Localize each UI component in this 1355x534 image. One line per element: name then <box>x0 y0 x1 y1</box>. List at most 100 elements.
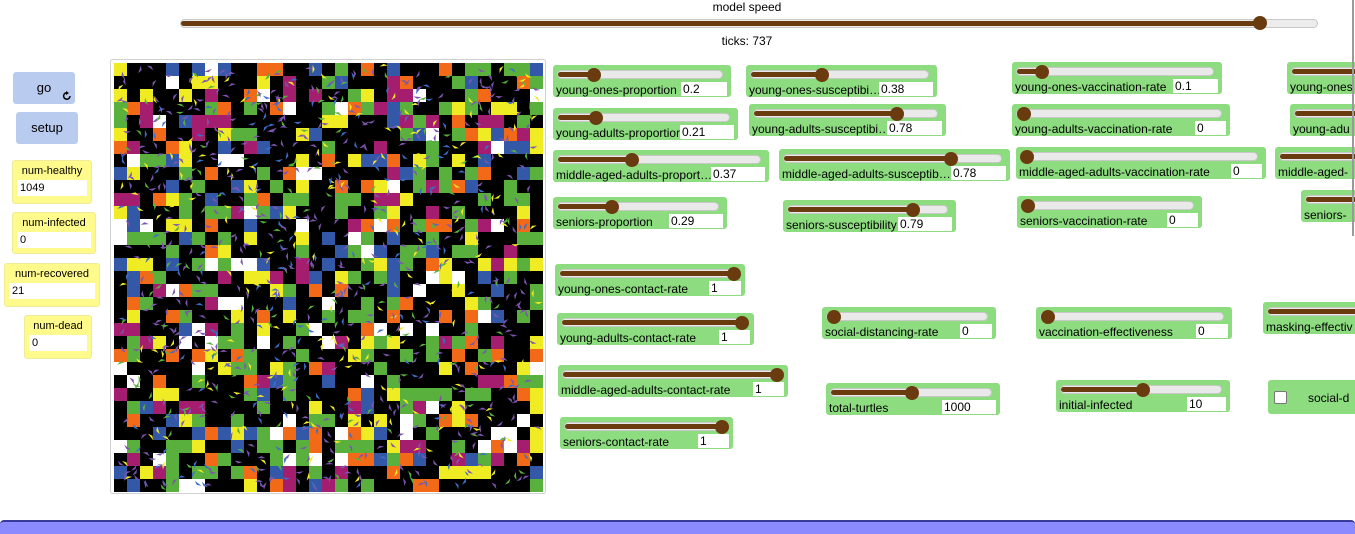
patch <box>348 154 361 167</box>
slider[interactable]: total-turtles 1000 <box>826 383 1000 415</box>
turtle <box>124 476 133 480</box>
slider-track[interactable] <box>826 312 988 321</box>
slider-track[interactable] <box>1040 312 1224 321</box>
slider[interactable]: young-adults-contact-rate 1 <box>557 313 754 345</box>
turtle <box>424 301 432 306</box>
slider[interactable]: social-distancing-rate 0 <box>822 307 996 339</box>
slider-track[interactable] <box>557 155 761 164</box>
slider-knob[interactable] <box>890 107 904 121</box>
slider-knob[interactable] <box>1041 310 1055 324</box>
slider-knob[interactable] <box>605 200 619 214</box>
slider-value: 1 <box>709 281 741 295</box>
slider-knob[interactable] <box>625 153 639 167</box>
patch <box>114 466 127 479</box>
turtle <box>506 101 515 105</box>
slider[interactable]: young-ones-vaccination-rate 0.1 <box>1012 62 1222 94</box>
patch <box>478 115 491 128</box>
slider[interactable]: middle-aged-adults-contact-rate 1 <box>558 365 788 397</box>
slider[interactable]: seniors-vaccination-rate 0 <box>1017 196 1202 228</box>
slider-track[interactable] <box>1020 152 1258 161</box>
slider[interactable]: young-ones-contact-rate 1 <box>555 264 745 296</box>
turtle <box>338 173 341 182</box>
slider[interactable]: seniors-contact-rate 1 <box>560 417 733 449</box>
patch <box>465 414 478 427</box>
slider-knob[interactable] <box>827 310 841 324</box>
turtle <box>198 414 207 418</box>
patch <box>400 128 413 141</box>
slider[interactable]: young-adults-proportion 0.21 <box>553 108 738 140</box>
turtle <box>413 96 422 99</box>
slider-knob[interactable] <box>1017 107 1031 121</box>
slider[interactable]: seniors-proportion 0.29 <box>553 197 727 229</box>
slider-knob[interactable] <box>770 368 784 382</box>
patch <box>426 323 439 336</box>
slider[interactable]: vaccination-effectiveness 0 <box>1036 307 1232 339</box>
turtle <box>404 108 410 115</box>
slider[interactable]: middle-aged-adults-vaccination-rate 0 <box>1016 147 1266 179</box>
patch <box>114 63 127 76</box>
slider[interactable]: middle-aged-adults-susceptib… 0.78 <box>779 149 1010 181</box>
turtle <box>269 127 277 132</box>
turtle <box>226 270 232 277</box>
turtle <box>301 427 310 431</box>
slider-fill <box>558 115 596 120</box>
slider-knob[interactable] <box>1021 199 1035 213</box>
slider-track[interactable] <box>557 202 719 211</box>
slider-track[interactable] <box>750 70 929 79</box>
patch <box>257 193 270 206</box>
turtle <box>285 214 292 220</box>
slider-knob[interactable] <box>587 68 601 82</box>
slider-track[interactable] <box>1016 109 1222 118</box>
slider-track[interactable] <box>1016 67 1214 76</box>
slider-knob[interactable] <box>944 152 958 166</box>
slider[interactable]: young-ones-susceptibi… 0.38 <box>746 65 937 97</box>
slider[interactable]: middle-aged- <box>1275 147 1355 179</box>
switch[interactable]: social-d <box>1268 380 1355 414</box>
go-button[interactable]: go <box>13 72 75 104</box>
slider[interactable]: young-ones-proportion 0.2 <box>553 65 731 97</box>
turtle <box>453 200 461 205</box>
turtle <box>409 476 414 484</box>
slider[interactable]: seniors-susceptibility 0.79 <box>783 200 956 232</box>
turtle <box>442 336 446 345</box>
switch-checkbox[interactable] <box>1274 391 1287 404</box>
turtle <box>340 259 343 269</box>
slider[interactable]: young-ones <box>1287 62 1355 94</box>
setup-button[interactable]: setup <box>16 112 78 144</box>
slider[interactable]: initial-infected 10 <box>1056 380 1230 412</box>
turtle <box>268 305 274 312</box>
slider-knob[interactable] <box>905 386 919 400</box>
slider-knob[interactable] <box>1035 65 1049 79</box>
slider-knob[interactable] <box>1020 150 1034 164</box>
slider-fill <box>751 72 822 77</box>
slider-track[interactable] <box>557 70 723 79</box>
slider[interactable]: young-adults-vaccination-rate 0 <box>1012 104 1230 136</box>
slider[interactable]: young-adults-susceptibi… 0.78 <box>749 104 946 136</box>
slider-track[interactable] <box>557 113 730 122</box>
slider-knob[interactable] <box>589 111 603 125</box>
slider[interactable]: middle-aged-adults-proport… 0.37 <box>553 150 769 182</box>
patch <box>504 375 517 388</box>
turtle <box>329 304 333 313</box>
turtle <box>210 400 219 404</box>
turtle <box>121 319 127 325</box>
slider-knob[interactable] <box>906 203 920 217</box>
speed-knob[interactable] <box>1253 16 1267 30</box>
turtle <box>256 90 261 98</box>
slider-knob[interactable] <box>1136 383 1150 397</box>
turtle <box>321 205 326 213</box>
slider-track[interactable] <box>1021 201 1194 210</box>
slider-knob[interactable] <box>727 267 741 281</box>
slider-knob[interactable] <box>815 68 829 82</box>
turtle <box>203 348 212 352</box>
patch <box>166 479 179 492</box>
turtle <box>416 228 424 234</box>
slider[interactable]: seniors- <box>1301 190 1355 222</box>
patch <box>166 180 179 193</box>
slider-knob[interactable] <box>735 316 749 330</box>
slider[interactable]: masking-effectiv <box>1263 302 1355 334</box>
patch <box>322 362 335 375</box>
slider-knob[interactable] <box>715 420 729 434</box>
slider[interactable]: young-adu <box>1290 104 1355 136</box>
turtle <box>245 291 249 300</box>
